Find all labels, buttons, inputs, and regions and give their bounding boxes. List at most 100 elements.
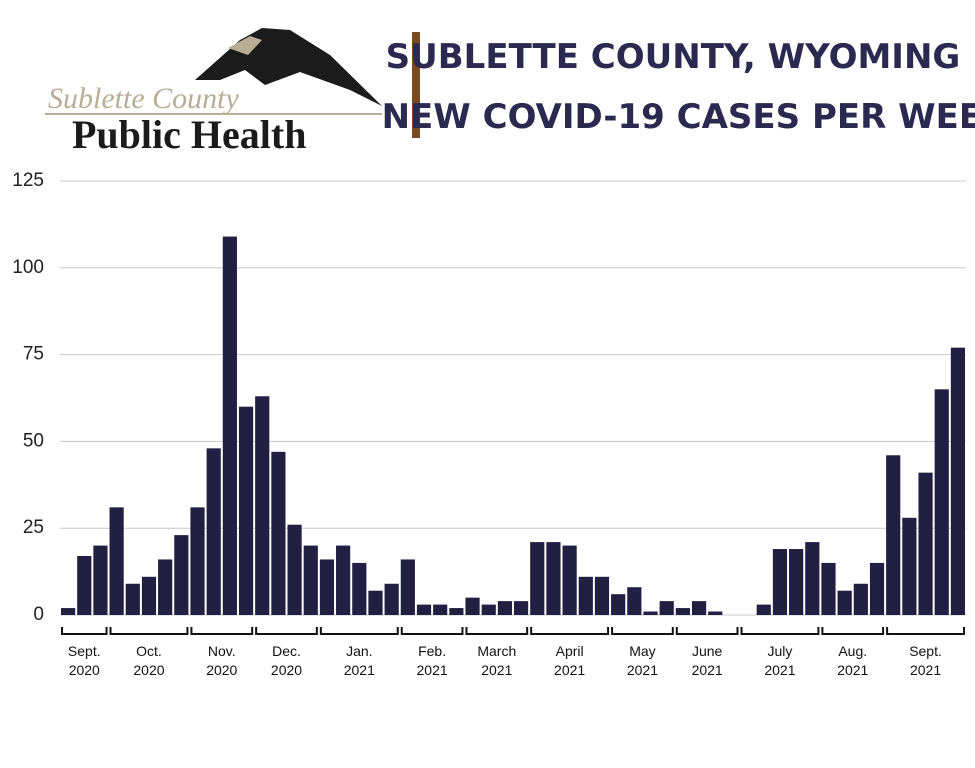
bar [77, 555, 92, 615]
bar [514, 601, 529, 615]
bar [93, 545, 108, 615]
x-group-year: 2021 [764, 662, 795, 678]
y-tick-label: 125 [12, 170, 44, 191]
bar [400, 559, 415, 615]
x-group-month: Sept. [68, 643, 101, 659]
bar [271, 451, 286, 615]
bar [756, 604, 771, 615]
bar [789, 549, 804, 615]
bar [174, 535, 189, 615]
bar [578, 576, 593, 615]
bar [384, 583, 399, 615]
y-tick-label: 100 [12, 257, 44, 278]
x-group-month: April [556, 643, 584, 659]
bar [594, 576, 610, 615]
x-group-month: March [477, 643, 516, 659]
bar [109, 507, 124, 615]
y-tick-label: 50 [23, 430, 44, 451]
bar [821, 562, 836, 615]
x-group-month: May [629, 643, 655, 659]
x-group-month: Sept. [909, 643, 942, 659]
x-group-month: July [767, 643, 792, 659]
x-group-month: Jan. [346, 643, 372, 659]
x-group-month: June [692, 643, 723, 659]
x-group-month: Dec. [272, 643, 301, 659]
month-bracket [886, 627, 965, 635]
x-group-year: 2020 [69, 662, 100, 678]
x-group-year: 2020 [133, 662, 164, 678]
bar [675, 608, 690, 615]
bar [562, 545, 577, 615]
bar [659, 601, 674, 615]
bar [465, 597, 480, 615]
month-bracket [821, 627, 885, 635]
bar [449, 608, 464, 615]
bar [497, 601, 512, 615]
x-group-month: Nov. [208, 643, 236, 659]
bar [805, 542, 820, 615]
bar [837, 590, 852, 615]
x-group-month: Feb. [418, 643, 446, 659]
bar [190, 507, 205, 615]
bar [611, 594, 626, 615]
bar [222, 236, 237, 615]
x-group-month: Aug. [838, 643, 867, 659]
x-group-year: 2021 [417, 662, 448, 678]
bar [853, 583, 868, 615]
month-bracket [740, 627, 820, 635]
bar [918, 472, 933, 615]
x-group-month: Oct. [136, 643, 162, 659]
month-bracket [530, 627, 610, 635]
bar [546, 542, 561, 615]
month-bracket [255, 627, 318, 635]
bar [141, 576, 157, 615]
bar [158, 559, 173, 615]
y-tick-label: 25 [23, 517, 44, 538]
bar [627, 587, 642, 615]
month-bracket [109, 627, 189, 635]
bar [886, 455, 901, 615]
bar [287, 524, 302, 615]
logo-snow [228, 36, 262, 55]
bar [902, 517, 917, 615]
y-tick-label: 75 [23, 344, 44, 365]
x-group-year: 2021 [554, 662, 585, 678]
bar [950, 347, 965, 615]
month-bracket [400, 627, 464, 635]
x-group-year: 2020 [271, 662, 302, 678]
bar [255, 396, 270, 615]
bar [869, 562, 885, 615]
month-bracket [61, 627, 108, 635]
bar [416, 604, 432, 615]
month-bracket [190, 627, 254, 635]
bar [61, 608, 76, 615]
bar [433, 604, 448, 615]
logo: Sublette County Public Health [45, 28, 382, 157]
bar [481, 604, 496, 615]
month-bracket [675, 627, 739, 635]
bar [708, 611, 723, 615]
bar [530, 542, 545, 615]
divider [412, 32, 420, 138]
bar [336, 545, 351, 615]
x-group-year: 2020 [206, 662, 237, 678]
bar [206, 448, 221, 615]
x-group-year: 2021 [344, 662, 375, 678]
x-group-year: 2021 [481, 662, 512, 678]
logo-line1: Sublette County [48, 82, 239, 115]
bar [934, 389, 949, 615]
bar [691, 601, 707, 615]
x-group-year: 2021 [627, 662, 658, 678]
x-group-year: 2021 [692, 662, 723, 678]
month-bracket [319, 627, 399, 635]
bar [368, 590, 383, 615]
bar [238, 406, 254, 615]
bar [319, 559, 335, 615]
bar [643, 611, 658, 615]
y-tick-label: 0 [33, 604, 44, 625]
bar [303, 545, 318, 615]
logo-line2: Public Health [72, 112, 306, 157]
bar [125, 583, 140, 615]
chart-title: NEW COVID-19 CASES PER WEEK [382, 97, 975, 137]
